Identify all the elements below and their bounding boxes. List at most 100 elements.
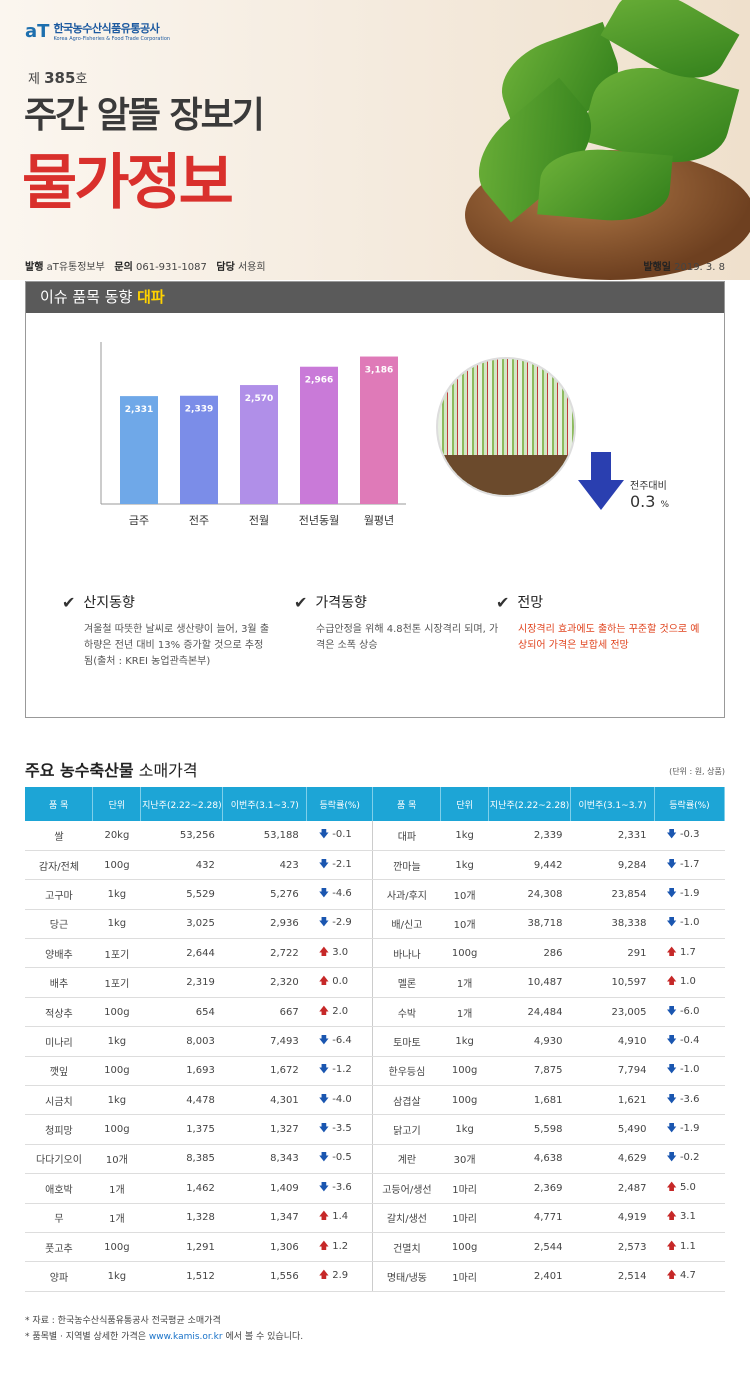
table-cell: 38,338 [570,909,655,940]
table-cell: 시금치 [25,1085,93,1116]
down-arrow-icon: 🡇 [318,1152,333,1164]
table-cell: 100g [92,1232,141,1263]
table-cell: 1,375 [140,1114,223,1145]
table-cell: 명태/냉동 [372,1261,441,1292]
table-cell: 1포기 [92,938,141,969]
table-header: 이번주(3.1~3.7) [570,787,655,821]
bar-value-label: 2,570 [245,394,273,404]
table-unit: (단위 : 원, 상품) [669,767,725,776]
table-cell: 1개 [92,1203,141,1233]
page-title: 주간 알뜰 장보기 [24,95,265,136]
table-cell: 1개 [440,997,489,1028]
table-cell: 양파 [25,1261,93,1292]
issue-item: 대파 [137,288,165,306]
table-cell: 4,301 [222,1085,307,1116]
up-arrow-icon: 🡅 [318,976,333,988]
issue-section: 이슈 품목 동향 대파 2,331 금주 2,339 전주 2,570 전월 2,966 전년… [25,281,725,718]
change-cell: 🡇 -4.0 [306,1085,373,1116]
table-cell: 4,930 [488,1026,571,1057]
change-cell: 🡇 -0.3 [654,821,725,851]
table-cell: 1kg [440,1026,489,1057]
origin-trend: ✔ 산지동향 겨울철 따뜻한 날씨로 생산량이 늘어, 3월 출하량은 전년 대비… [62,592,270,668]
table-row: 애호박 1개 1,462 1,409 🡇 -3.6 고등어/생선 1마리 2,369 2,487… [25,1173,725,1204]
bar-value-label: 3,186 [365,366,393,376]
table-cell: 5,598 [488,1114,571,1145]
kamis-link[interactable]: www.kamis.or.kr [148,1332,223,1342]
bar [180,395,218,504]
table-cell: 38,718 [488,909,571,940]
table-row: 양배추 1포기 2,644 2,722 🡅 3.0 바나나 100g 286 291 🡅 1.7 [25,938,725,969]
table-cell: 7,493 [222,1026,307,1057]
table-cell: 청피망 [25,1114,93,1145]
table-cell: 깐마늘 [372,850,441,881]
down-arrow-icon: 🡇 [318,917,333,929]
table-cell: 23,005 [570,997,655,1028]
price-bar-chart: 2,331 금주 2,339 전주 2,570 전월 2,966 전년동월 3,186 월평년 [100,342,406,527]
table-cell: 감자/전체 [25,850,93,881]
table-cell: 1,621 [570,1085,655,1116]
up-arrow-icon: 🡅 [666,1181,680,1193]
table-row: 청피망 100g 1,375 1,327 🡇 -3.5 닭고기 1kg 5,598 5,490 🡇… [25,1114,725,1145]
table-row: 양파 1kg 1,512 1,556 🡅 2.9 명태/냉동 1마리 2,401 2,514 🡅 … [25,1261,725,1292]
publication-bar: 발행 aT유통정보부 문의 061-931-1087 담당 서용희 발행일 20… [25,258,725,273]
up-arrow-icon: 🡅 [666,976,680,988]
change-cell: 🡇 -1.7 [654,850,725,881]
table-row: 감자/전체 100g 432 423 🡇 -2.1 깐마늘 1kg 9,442 9,284 🡇 -… [25,850,725,881]
change-cell: 🡇 -1.0 [654,1056,725,1087]
table-row: 다다기오이 10개 8,385 8,343 🡇 -0.5 계란 30개 4,638 4,629 🡇… [25,1144,725,1175]
down-arrow-icon: 🡇 [666,828,680,840]
table-row: 시금치 1kg 4,478 4,301 🡇 -4.0 삼겹살 100g 1,681 1,621 🡇… [25,1085,725,1116]
table-cell: 애호박 [25,1173,93,1204]
table-cell: 1,681 [488,1085,571,1116]
change-cell: 🡅 1.1 [654,1232,725,1263]
table-header: 등락률(%) [306,787,374,821]
detail-note: * 품목별 · 지역별 상세한 가격은 www.kamis.or.kr 에서 볼… [25,1332,304,1342]
down-arrow-icon: 🡇 [318,858,333,870]
table-cell: 닭고기 [372,1114,441,1145]
table-cell: 100g [92,997,141,1028]
table-cell: 1마리 [440,1261,489,1292]
change-cell: 🡅 1.7 [654,938,725,969]
table-cell: 53,256 [140,821,223,851]
table-cell: 100g [92,1056,141,1087]
table-cell: 1,512 [140,1261,223,1292]
table-cell: 24,484 [488,997,571,1028]
table-cell: 1개 [92,1173,141,1204]
table-cell: 423 [222,850,307,881]
category-label: 전월 [249,514,269,527]
table-cell: 양배추 [25,938,93,969]
table-cell: 667 [222,997,307,1028]
down-arrow-icon [578,452,624,510]
table-cell: 4,629 [570,1144,655,1175]
down-arrow-icon: 🡇 [666,1093,680,1105]
table-cell: 1kg [440,850,489,881]
category-label: 전년동월 [299,514,339,527]
table-cell: 2,544 [488,1232,571,1263]
table-cell: 7,875 [488,1056,571,1087]
table-cell: 1,693 [140,1056,223,1087]
table-cell: 1,291 [140,1232,223,1263]
up-arrow-icon: 🡅 [318,1270,333,1282]
table-cell: 8,003 [140,1026,223,1057]
logo-kr: 한국농수산식품유통공사 [53,22,160,35]
table-cell: 2,401 [488,1261,571,1292]
table-cell: 무 [25,1203,93,1233]
compare-value: 0.3 % [630,492,670,511]
table-cell: 1kg [440,821,489,851]
bar-value-label: 2,339 [185,405,213,415]
table-cell: 10개 [440,879,489,910]
table-cell: 2,339 [488,821,571,851]
table-cell: 배추 [25,967,93,998]
table-row: 무 1개 1,328 1,347 🡅 1.4 갈치/생선 1마리 4,771 4,919 🡅 3.… [25,1203,725,1233]
table-cell: 1,672 [222,1056,307,1087]
table-cell: 깻잎 [25,1056,93,1087]
change-cell: 🡅 3.0 [306,938,373,969]
change-cell: 🡇 -2.9 [306,909,373,940]
table-row: 미나리 1kg 8,003 7,493 🡇 -6.4 토마토 1kg 4,930 4,910 🡇 … [25,1026,725,1057]
bar [240,385,278,504]
table-cell: 5,276 [222,879,307,910]
change-cell: 🡅 1.4 [306,1203,373,1233]
table-cell: 9,442 [488,850,571,881]
table-cell: 23,854 [570,879,655,910]
table-cell: 적상추 [25,997,93,1028]
